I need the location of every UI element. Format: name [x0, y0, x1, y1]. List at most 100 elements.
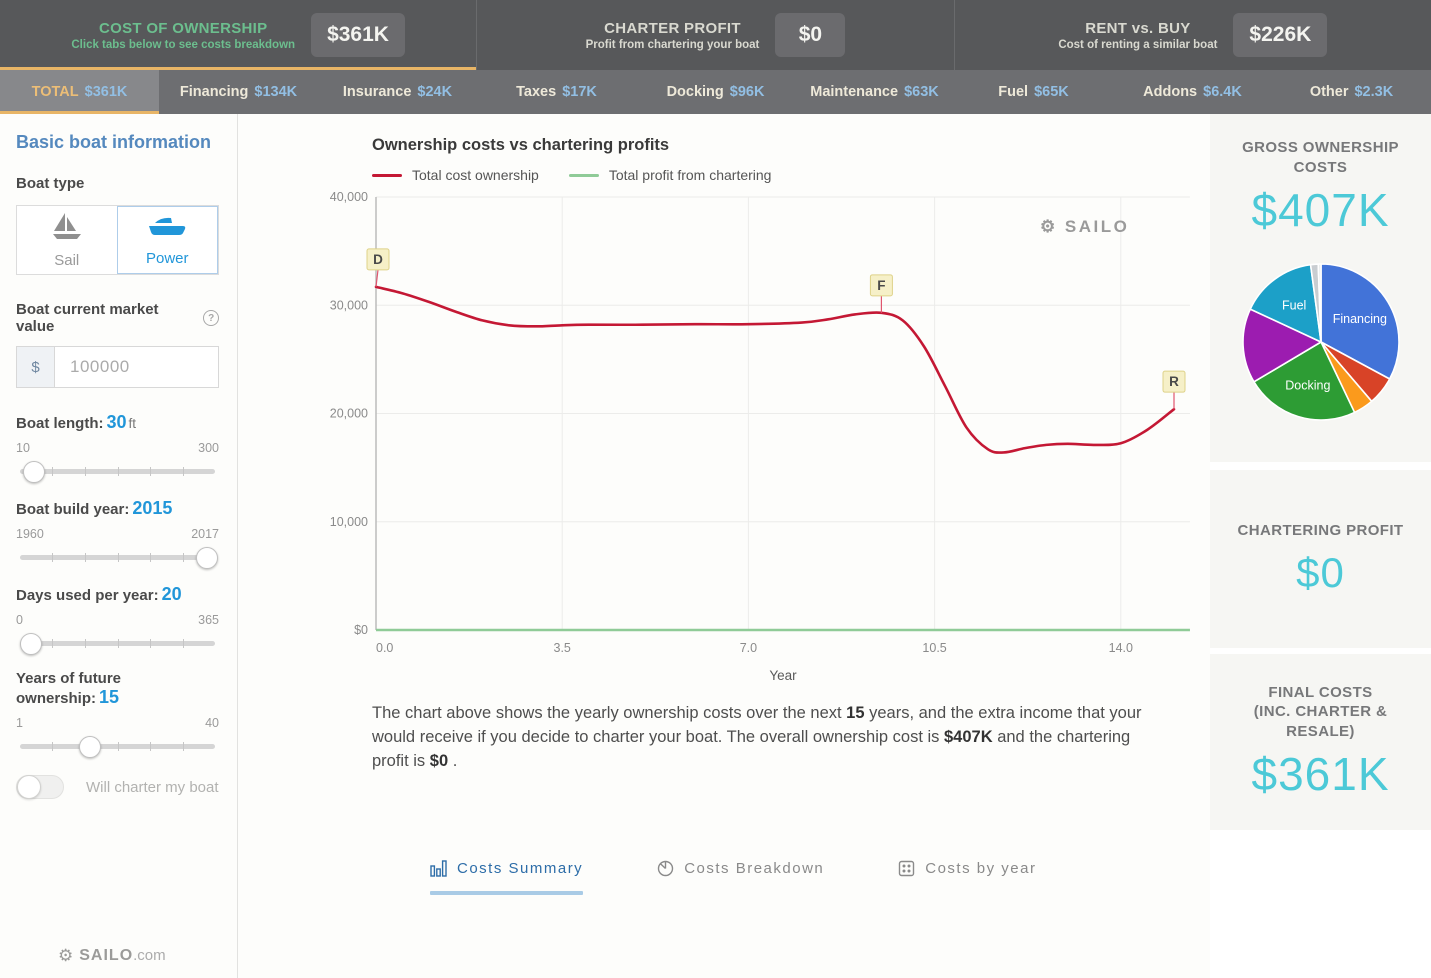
header-section-value-badge: $0: [775, 13, 846, 57]
slider-group-3: Years of future ownership: 15 1 40: [16, 670, 219, 758]
chart-marker-F: F: [869, 274, 893, 297]
slider-handle[interactable]: [19, 632, 42, 655]
pie-chart-svg: Financing Docking Fuel: [1241, 263, 1400, 421]
final-costs-value: $361K: [1251, 748, 1390, 801]
cost-tab-maintenance[interactable]: Maintenance $63K: [795, 70, 954, 114]
boat-type-option-power[interactable]: Power: [116, 206, 218, 274]
pie-slice-other[interactable]: [1316, 263, 1322, 343]
cost-tab-addons[interactable]: Addons $6.4K: [1113, 70, 1272, 114]
gross-costs-card: GROSS OWNERSHIP COSTS $407K Financing Doc…: [1210, 114, 1431, 462]
pie-slice-fuel[interactable]: [1248, 263, 1322, 343]
slider-handle[interactable]: [196, 546, 219, 569]
svg-text:$0: $0: [354, 623, 368, 637]
slider-tick: [84, 553, 86, 562]
boat-type-label: Boat type: [16, 175, 85, 192]
pie-slice-financing[interactable]: [1319, 263, 1400, 380]
header-section-subtitle: Cost of renting a similar boat: [1058, 38, 1218, 51]
slider-minmax: 10 300: [16, 441, 219, 455]
legend-item-0: Total cost ownership: [372, 167, 539, 183]
chart-description: The chart above shows the yearly ownersh…: [372, 702, 1162, 774]
slider-tick: [52, 742, 54, 751]
svg-text:R: R: [1169, 374, 1179, 389]
slider-max-label: 2017: [191, 527, 219, 541]
pie-label-docking: Docking: [1285, 378, 1330, 392]
cost-tab-label: Maintenance: [810, 84, 899, 100]
cost-tab-value: $6.4K: [1203, 84, 1242, 100]
slider-tick: [149, 467, 151, 476]
tab-label: Costs by year: [925, 859, 1037, 877]
tab-content: Costs Breakdown: [657, 860, 824, 877]
charter-toggle[interactable]: [16, 775, 64, 799]
boat-info-sidebar: Basic boat information Boat type Sail Po…: [0, 114, 238, 978]
cost-tab-value: $361K: [84, 84, 128, 100]
slider-max-label: 300: [198, 441, 219, 455]
slider-min-label: 1960: [16, 527, 44, 541]
boat-type-option-sail[interactable]: Sail: [17, 206, 117, 274]
slider-label: Years of future ownership: 15: [16, 670, 122, 707]
gross-costs-value: $407K: [1251, 184, 1390, 236]
svg-text:0.0: 0.0: [376, 641, 393, 655]
slider-tick: [182, 742, 184, 751]
slider-track[interactable]: [20, 735, 215, 758]
cost-tab-total[interactable]: TOTAL $361K: [0, 70, 159, 114]
tab-costs-summary[interactable]: Costs Summary: [430, 860, 584, 895]
ownership-chart: $0 $10,000 $20,000 $30,000 $40,000 0.0 3.5 7.0 1…: [323, 185, 1210, 690]
line-chart-svg: $0 $10,000 $20,000 $30,000 $40,000 0.0 3.5 7.0 1…: [323, 190, 1190, 683]
slider-track[interactable]: [20, 546, 219, 569]
chart-marker-R: R: [1162, 370, 1186, 393]
header-section-2[interactable]: CHARTER PROFIT Profit from chartering you…: [476, 0, 953, 70]
slider-minmax: 1 40: [16, 716, 219, 730]
tab-content: Costs Summary: [430, 860, 583, 877]
slider-handle[interactable]: [22, 460, 45, 483]
description-highlight: $407K: [944, 727, 993, 746]
active-tab-underline: [430, 890, 584, 895]
header-section-text: CHARTER PROFIT Profit from chartering you…: [586, 20, 760, 51]
market-value-input[interactable]: $ 100000: [16, 346, 219, 388]
slider-value: 2015: [132, 498, 173, 518]
cost-tab-other[interactable]: Other $2.3K: [1272, 70, 1431, 114]
tab-label: Costs Breakdown: [684, 859, 825, 877]
charter-toggle-knob[interactable]: [17, 775, 41, 799]
legend-label: Total profit from chartering: [608, 167, 772, 183]
slider-handle[interactable]: [79, 735, 102, 758]
slider-tick: [117, 639, 119, 648]
slider-track[interactable]: [19, 632, 215, 655]
sailboat-icon: [50, 211, 84, 246]
chart-main-area: Ownership costs vs chartering profits To…: [238, 114, 1210, 978]
cost-tab-insurance[interactable]: Insurance $24K: [318, 70, 477, 114]
header-section-title: CHARTER PROFIT: [604, 19, 741, 37]
description-highlight: $0: [429, 751, 449, 770]
header-section-subtitle: Profit from chartering your boat: [585, 38, 760, 51]
pie-slice-docking[interactable]: [1252, 341, 1355, 421]
boat-type-selector: Sail Power: [16, 205, 219, 275]
cost-category-tabs: TOTAL $361K Financing $134K Insurance $24K Tax…: [0, 70, 1431, 114]
tab-costs-by-year[interactable]: Costs by year: [898, 860, 1036, 895]
cost-tab-label: Other: [1309, 84, 1349, 100]
tab-content: Costs by year: [898, 860, 1036, 877]
cost-tab-docking[interactable]: Docking $96K: [636, 70, 795, 114]
description-highlight: 15: [846, 704, 865, 722]
slider-label: Boat build year: 2015: [16, 498, 173, 518]
cost-tab-value: $63K: [904, 84, 939, 100]
slider-track[interactable]: [20, 460, 215, 483]
slider-label: Boat length: 30 ft: [16, 412, 137, 432]
header-section-1[interactable]: COST OF OWNERSHIP Click tabs below to see…: [0, 0, 477, 70]
cost-tab-taxes[interactable]: Taxes $17K: [477, 70, 636, 114]
cost-tab-label: Taxes: [516, 84, 557, 100]
description-text: and the chartering profit is: [372, 727, 1131, 770]
tab-costs-breakdown[interactable]: Costs Breakdown: [657, 860, 824, 895]
help-icon[interactable]: ?: [203, 310, 219, 326]
legend-item-1: Total profit from chartering: [568, 167, 772, 183]
slider-tick: [182, 553, 184, 562]
pie-slice-maintenance[interactable]: [1241, 308, 1322, 383]
market-value-field[interactable]: 100000: [70, 357, 130, 376]
cost-tab-fuel[interactable]: Fuel $65K: [954, 70, 1113, 114]
summary-sidebar: GROSS OWNERSHIP COSTS $407K Financing Doc…: [1210, 114, 1431, 978]
chartering-profit-card: CHARTERING PROFIT $0: [1210, 470, 1431, 648]
sailo-watermark: ⚙ SAILO: [1040, 217, 1129, 236]
svg-text:D: D: [373, 252, 383, 267]
cost-tab-financing[interactable]: Financing $134K: [159, 70, 318, 114]
slider-unit: ft: [128, 416, 137, 431]
header-section-3[interactable]: RENT vs. BUY Cost of renting a similar bo…: [953, 0, 1431, 70]
slider-label: Days used per year: 20: [16, 584, 182, 604]
